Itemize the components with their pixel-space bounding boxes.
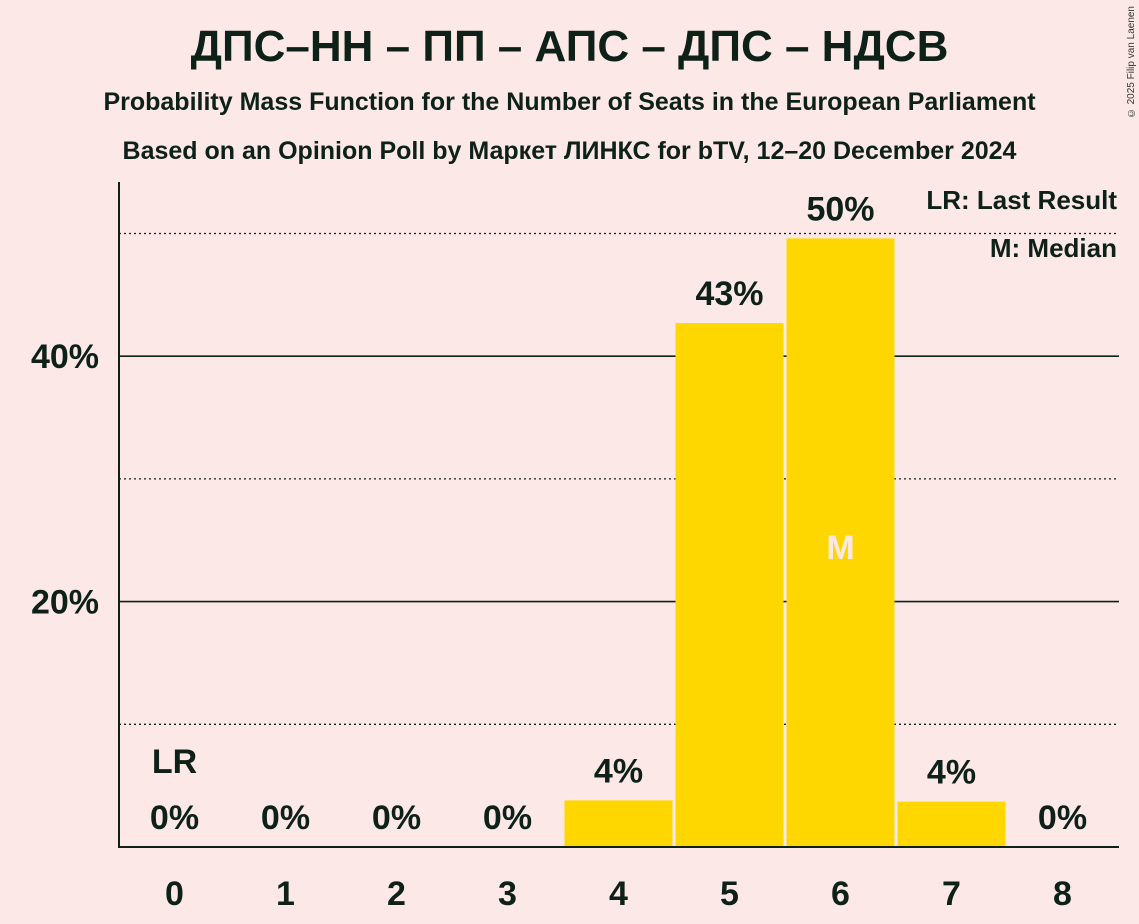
x-tick-label-4: 4 bbox=[609, 875, 628, 913]
bar-7 bbox=[897, 801, 1006, 847]
x-tick-label-7: 7 bbox=[942, 875, 961, 913]
value-label-3: 0% bbox=[483, 799, 532, 837]
legend-last-result: LR: Last Result bbox=[926, 185, 1117, 215]
value-label-8: 0% bbox=[1038, 799, 1087, 837]
value-label-0: 0% bbox=[150, 799, 199, 837]
value-label-4: 4% bbox=[594, 752, 643, 790]
y-tick-label-20: 20% bbox=[31, 584, 99, 622]
x-tick-label-3: 3 bbox=[498, 875, 517, 913]
x-tick-label-6: 6 bbox=[831, 875, 850, 913]
value-label-2: 0% bbox=[372, 799, 421, 837]
legend-median: M: Median bbox=[990, 233, 1117, 263]
x-tick-label-2: 2 bbox=[387, 875, 406, 913]
y-tick-label-40: 40% bbox=[31, 338, 99, 376]
x-tick-label-0: 0 bbox=[165, 875, 184, 913]
chart-source-subtitle: Based on an Opinion Poll by Маркет ЛИНКС… bbox=[122, 137, 1017, 165]
chart-title: ДПС–НН – ПП – АПС – ДПС – НДСВ bbox=[190, 22, 949, 71]
chart-subtitle: Probability Mass Function for the Number… bbox=[103, 88, 1036, 116]
x-tick-label-1: 1 bbox=[276, 875, 295, 913]
x-tick-label-8: 8 bbox=[1053, 875, 1072, 913]
last-result-marker: LR bbox=[152, 743, 197, 781]
value-label-6: 50% bbox=[806, 190, 874, 228]
x-tick-label-5: 5 bbox=[720, 875, 739, 913]
bar-5 bbox=[675, 323, 784, 847]
bar-6 bbox=[786, 238, 895, 847]
value-label-1: 0% bbox=[261, 799, 310, 837]
bar-4 bbox=[564, 800, 673, 847]
value-label-5: 43% bbox=[695, 275, 763, 313]
median-marker: M bbox=[826, 529, 854, 567]
value-label-7: 4% bbox=[927, 754, 976, 792]
